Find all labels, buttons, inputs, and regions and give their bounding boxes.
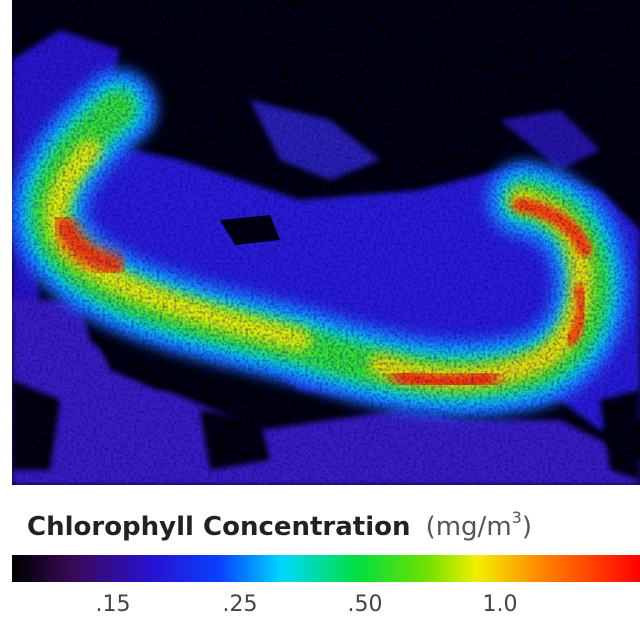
colorbar: [12, 555, 640, 582]
colorbar-tick-label: .15: [96, 592, 131, 617]
colorbar-title: Chlorophyll Concentration (mg/m3): [27, 508, 532, 542]
unit-text: (mg/m: [426, 512, 512, 542]
unit-superscript: 3: [512, 508, 522, 527]
colorbar-ticks: .15 .25 .50 1.0: [96, 592, 518, 617]
colorbar-tick-label: 1.0: [483, 592, 518, 617]
title-text: Chlorophyll Concentration: [27, 512, 411, 542]
unit-close: ): [522, 512, 532, 542]
colorbar-tick-label: .25: [223, 592, 258, 617]
satellite-image: [12, 0, 640, 485]
colorbar-tick-label: .50: [348, 592, 383, 617]
